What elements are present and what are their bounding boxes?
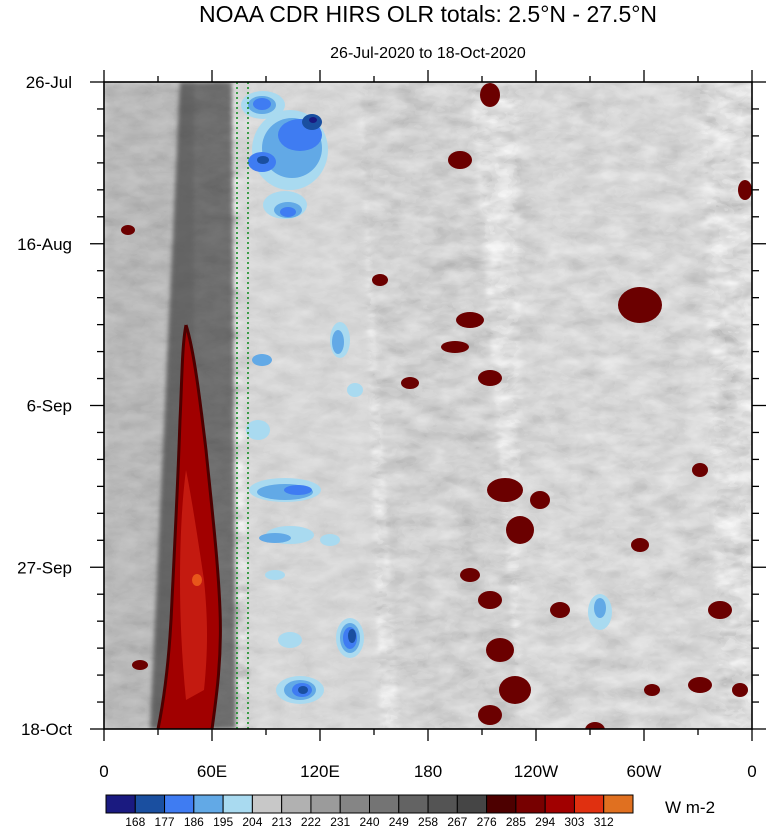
colorbar-label: 276 <box>477 815 497 829</box>
y-axis-labels: 26-Jul 16-Aug 6-Sep 27-Sep 18-Oct <box>17 73 72 739</box>
x-tick-label: 120E <box>300 762 340 781</box>
colorbar: 168 177 186 195 204 213 222 231 240 249 258 267 276 2… <box>105 794 634 829</box>
colorbar-swatch <box>281 794 312 814</box>
colorbar-label: 294 <box>535 815 555 829</box>
colorbar-label: 249 <box>389 815 409 829</box>
colorbar-units: W m-2 <box>665 798 715 817</box>
x-tick-label: 120W <box>514 762 558 781</box>
olr-field <box>104 82 752 729</box>
warm-peak <box>192 574 202 586</box>
x-axis-labels: 0 60E 120E 180 120W 60W 0 <box>99 762 756 781</box>
colorbar-swatch <box>486 794 517 814</box>
cold-convection-extreme <box>309 117 317 123</box>
colorbar-label: 312 <box>594 815 614 829</box>
x-tick-label: 180 <box>414 762 442 781</box>
colorbar-swatch <box>456 794 488 814</box>
colorbar-swatch <box>251 794 283 814</box>
colorbar-swatch <box>573 794 605 814</box>
colorbar-swatch <box>427 794 458 814</box>
x-tick-label: 60W <box>627 762 662 781</box>
colorbar-swatch <box>105 794 136 814</box>
y-tick-label: 26-Jul <box>26 73 72 92</box>
colorbar-label: 267 <box>447 815 467 829</box>
y-tick-label: 18-Oct <box>21 720 72 739</box>
y-axis-ticks <box>90 81 766 730</box>
x-tick-label: 0 <box>99 762 108 781</box>
warm-band-edge-left <box>156 324 188 729</box>
x-axis-ticks <box>103 70 753 741</box>
colorbar-swatch <box>544 794 575 814</box>
chart-title: NOAA CDR HIRS OLR totals: 2.5°N - 27.5°N <box>199 1 657 27</box>
light-band-monsoon <box>235 82 380 729</box>
light-band-pacific <box>360 82 520 729</box>
colorbar-label: 303 <box>564 815 584 829</box>
light-band-atlantic <box>520 82 720 729</box>
colorbar-swatch <box>398 794 429 814</box>
colorbar-label: 204 <box>242 815 262 829</box>
warm-band-edge <box>184 324 222 729</box>
colorbar-swatch <box>164 794 195 814</box>
colorbar-label: 285 <box>506 815 526 829</box>
warm-patches <box>121 83 752 729</box>
chart-subtitle: 26-Jul-2020 to 18-Oct-2020 <box>330 45 526 62</box>
colorbar-swatch <box>603 794 634 814</box>
colorbar-label: 231 <box>330 815 350 829</box>
warm-band <box>156 324 222 729</box>
x-tick-label: 0 <box>747 762 756 781</box>
y-tick-label: 16-Aug <box>17 235 72 254</box>
colorbar-swatch <box>134 794 166 814</box>
colorbar-label: 213 <box>272 815 292 829</box>
colorbar-label: 240 <box>359 815 379 829</box>
colorbar-swatch <box>369 794 400 814</box>
colorbar-label: 168 <box>125 815 145 829</box>
x-tick-label: 60E <box>197 762 227 781</box>
colorbar-label: 177 <box>155 815 175 829</box>
colorbar-swatch <box>222 794 253 814</box>
colorbar-label: 195 <box>213 815 233 829</box>
y-tick-label: 6-Sep <box>27 397 72 416</box>
colorbar-swatch <box>515 794 546 814</box>
colorbar-swatch <box>310 794 341 814</box>
colorbar-label: 186 <box>184 815 204 829</box>
colorbar-label: 222 <box>301 815 321 829</box>
warm-band-inner <box>180 470 207 700</box>
y-tick-label: 27-Sep <box>17 558 72 577</box>
colorbar-label: 258 <box>418 815 438 829</box>
colorbar-swatch <box>193 794 224 814</box>
colorbar-swatch <box>339 794 371 814</box>
